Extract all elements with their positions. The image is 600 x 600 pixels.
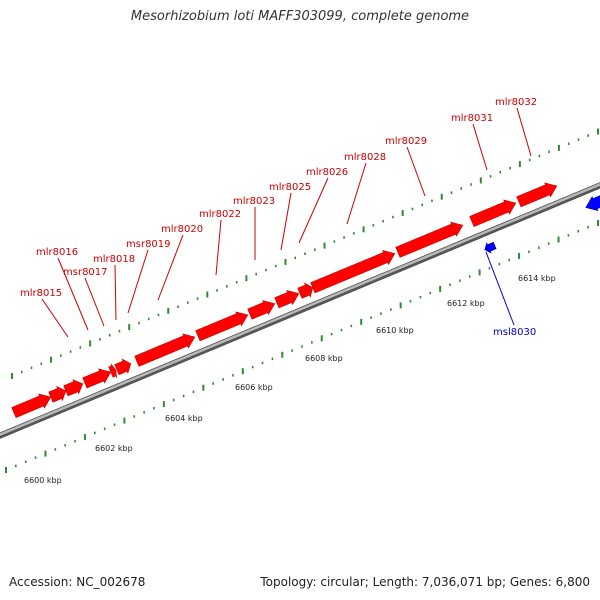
gene-leader-line <box>472 123 488 171</box>
forward-gene-arrow <box>247 300 276 320</box>
gene-leader-line <box>127 249 149 314</box>
forward-gene-arrow <box>134 333 196 367</box>
gene-label: msr8017 <box>63 267 108 278</box>
forward-gene-arrow <box>297 282 314 299</box>
forward-gene-arrow <box>274 290 300 309</box>
reverse-gene-arrow <box>585 195 600 212</box>
upper-tick-track <box>11 128 599 379</box>
scale-label: 6608 kbp <box>305 354 343 363</box>
gene-label: mlr8029 <box>385 136 427 147</box>
scale-label: 6612 kbp <box>447 299 485 308</box>
gene-label: msl8030 <box>493 327 536 338</box>
gene-label: mlr8023 <box>233 196 275 207</box>
forward-gene-arrow <box>395 221 464 258</box>
scale-label: 6600 kbp <box>24 476 62 485</box>
gene-label: mlr8031 <box>451 113 493 124</box>
gene-label: mlr8018 <box>93 254 135 265</box>
forward-gene-track <box>11 182 558 418</box>
gene-leader-line <box>406 146 426 197</box>
gene-leader-line <box>280 192 292 251</box>
reverse-gene-track <box>484 195 600 254</box>
scale-label: 6614 kbp <box>518 274 556 283</box>
gene-label: mlr8026 <box>306 167 348 178</box>
genome-summary-text: Topology: circular; Length: 7,036,071 bp… <box>260 575 590 589</box>
gene-leader-line <box>516 107 532 157</box>
gene-leader-line <box>57 257 89 331</box>
gene-label: mlr8032 <box>495 97 537 108</box>
kbp-scale-labels: 6600 kbp 6602 kbp 6604 kbp 6606 kbp 6608 kbp… <box>24 274 556 485</box>
forward-gene-arrow <box>310 250 396 294</box>
gene-label: mlr8025 <box>269 182 311 193</box>
genome-title: Mesorhizobium loti MAFF303099, complete … <box>130 9 470 24</box>
gene-labels: mlr8015 mlr8016 msr8017 mlr8018 msr8019 mlr80… <box>20 97 537 338</box>
forward-gene-arrow <box>195 311 249 342</box>
scale-label: 6606 kbp <box>235 383 273 392</box>
scale-label: 6604 kbp <box>165 414 203 423</box>
gene-leader-line <box>84 277 105 327</box>
gene-leader-line <box>298 177 329 244</box>
gene-leader-line <box>215 219 222 276</box>
forward-gene-arrow <box>108 363 117 378</box>
genome-backbone <box>0 182 600 439</box>
gene-label: mlr8022 <box>199 209 241 220</box>
gene-leader-line <box>157 234 184 301</box>
gene-leader-line <box>41 298 69 338</box>
forward-gene-arrow <box>114 358 132 376</box>
forward-gene-arrow <box>48 385 67 403</box>
gene-label: mlr8028 <box>344 152 386 163</box>
gene-label: mlr8016 <box>36 247 78 258</box>
accession-text: Accession: NC_002678 <box>9 575 146 589</box>
gene-leader-line <box>485 251 515 326</box>
gene-label: msr8019 <box>126 239 171 250</box>
gene-label: mlr8015 <box>20 288 62 299</box>
scale-label: 6602 kbp <box>95 444 133 453</box>
forward-gene-arrow <box>516 182 558 208</box>
gene-label: mlr8020 <box>161 224 203 235</box>
reverse-gene-arrow <box>484 241 497 254</box>
lower-tick-track <box>5 220 599 473</box>
gene-leader-line <box>346 162 367 225</box>
scale-label: 6610 kbp <box>376 326 414 335</box>
forward-gene-arrow <box>469 199 517 227</box>
forward-gene-arrow <box>11 393 52 418</box>
forward-gene-arrow <box>63 379 84 397</box>
gene-leader-line <box>114 264 117 321</box>
forward-gene-arrow <box>82 368 112 389</box>
